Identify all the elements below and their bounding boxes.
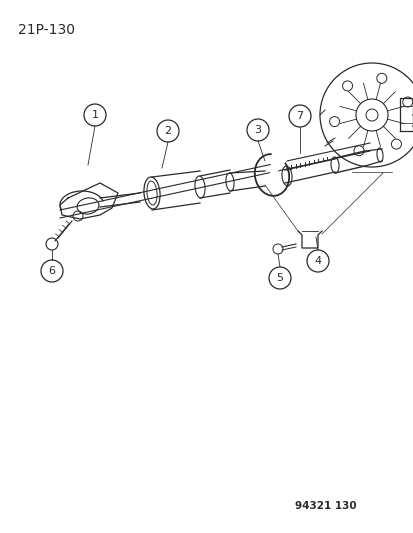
Text: 3: 3 xyxy=(254,125,261,135)
Wedge shape xyxy=(271,150,287,175)
Text: 5: 5 xyxy=(276,273,283,283)
Text: 4: 4 xyxy=(314,256,321,266)
Text: 2: 2 xyxy=(164,126,171,136)
Text: 7: 7 xyxy=(296,111,303,121)
Text: 21P-130: 21P-130 xyxy=(18,23,75,37)
Text: 94321 130: 94321 130 xyxy=(294,501,356,511)
Text: 6: 6 xyxy=(48,266,55,276)
Text: 1: 1 xyxy=(91,110,98,120)
